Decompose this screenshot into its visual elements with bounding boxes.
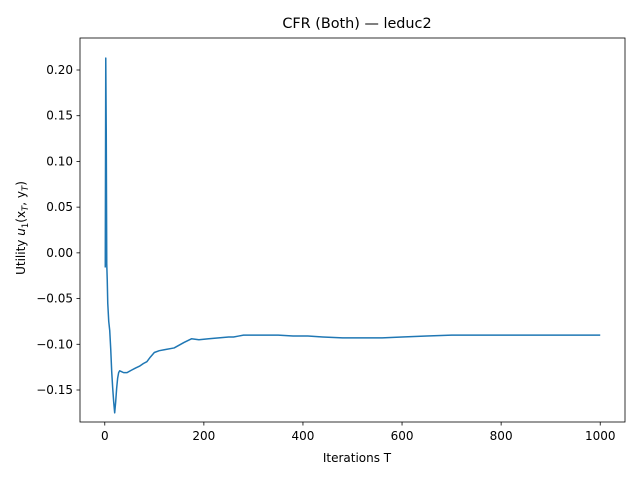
axes-frame bbox=[79, 37, 626, 423]
y-tick-label: 0.10 bbox=[46, 154, 73, 168]
x-axis-label: Iterations T bbox=[323, 451, 392, 465]
plot-area bbox=[104, 57, 601, 414]
y-tick-label: 0.05 bbox=[46, 200, 73, 214]
x-tick-label: 200 bbox=[192, 429, 215, 443]
y-tick-label: 0.20 bbox=[46, 63, 73, 77]
y-tick-label: −0.15 bbox=[36, 383, 73, 397]
x-tick-label: 800 bbox=[490, 429, 513, 443]
y-tick-label: 0.00 bbox=[46, 246, 73, 260]
x-tick-label: 1000 bbox=[585, 429, 616, 443]
x-tick-label: 600 bbox=[391, 429, 414, 443]
chart-title: CFR (Both) — leduc2 bbox=[282, 16, 431, 32]
y-tick-label: −0.10 bbox=[36, 337, 73, 351]
y-tick-label: −0.05 bbox=[36, 292, 73, 306]
y-tick-label: 0.15 bbox=[46, 109, 73, 123]
series-line-0 bbox=[104, 57, 601, 414]
y-axis-label: Utility u1(xT, yT) bbox=[14, 181, 31, 275]
axes: 0 200 400 600 800 1000 −0.15 −0.10 −0.05 0.00 0.05… bbox=[36, 37, 626, 443]
x-tick-label: 0 bbox=[101, 429, 109, 443]
x-tick-label: 400 bbox=[292, 429, 315, 443]
